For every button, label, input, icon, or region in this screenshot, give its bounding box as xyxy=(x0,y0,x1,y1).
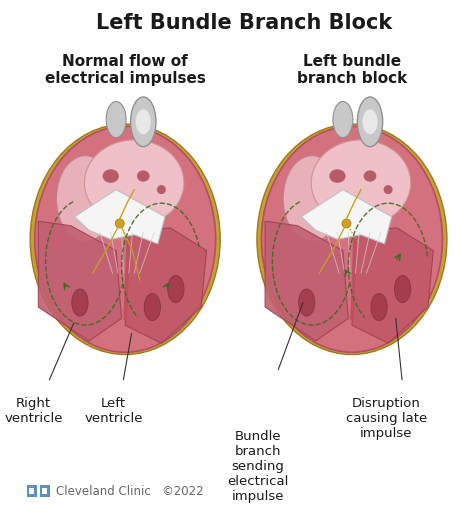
Text: Left
ventricle: Left ventricle xyxy=(84,397,143,425)
Ellipse shape xyxy=(262,126,442,352)
Ellipse shape xyxy=(157,185,166,194)
Ellipse shape xyxy=(363,109,378,134)
Ellipse shape xyxy=(115,219,124,228)
Polygon shape xyxy=(352,228,433,343)
Text: Right
ventricle: Right ventricle xyxy=(4,397,63,425)
Ellipse shape xyxy=(329,170,346,183)
Ellipse shape xyxy=(56,155,114,242)
Polygon shape xyxy=(125,228,207,343)
Ellipse shape xyxy=(333,101,353,138)
Ellipse shape xyxy=(35,126,216,352)
Ellipse shape xyxy=(257,124,447,355)
Ellipse shape xyxy=(299,289,315,316)
Text: Bundle
branch
sending
electrical
impulse: Bundle branch sending electrical impulse xyxy=(228,430,289,503)
Ellipse shape xyxy=(168,276,184,303)
Ellipse shape xyxy=(371,293,387,321)
Polygon shape xyxy=(265,221,348,341)
Ellipse shape xyxy=(137,171,150,181)
Ellipse shape xyxy=(72,289,88,316)
Ellipse shape xyxy=(84,140,184,226)
Ellipse shape xyxy=(311,140,411,226)
Ellipse shape xyxy=(102,170,119,183)
Bar xyxy=(42,488,47,494)
Ellipse shape xyxy=(114,191,121,198)
Bar xyxy=(29,488,34,494)
Bar xyxy=(27,485,37,497)
Ellipse shape xyxy=(357,97,383,147)
Text: Normal flow of
electrical impulses: Normal flow of electrical impulses xyxy=(45,54,206,86)
Polygon shape xyxy=(74,190,165,244)
Ellipse shape xyxy=(131,97,156,147)
Polygon shape xyxy=(301,190,392,244)
Ellipse shape xyxy=(106,101,126,138)
Ellipse shape xyxy=(144,293,161,321)
Ellipse shape xyxy=(136,109,151,134)
Ellipse shape xyxy=(30,124,220,355)
Text: Left Bundle Branch Block: Left Bundle Branch Block xyxy=(96,14,392,33)
Text: Left bundle
branch block: Left bundle branch block xyxy=(297,54,407,86)
Ellipse shape xyxy=(383,185,392,194)
Bar xyxy=(39,485,50,497)
Polygon shape xyxy=(38,221,121,341)
Ellipse shape xyxy=(364,171,376,181)
Ellipse shape xyxy=(283,155,341,242)
Ellipse shape xyxy=(341,191,348,198)
Ellipse shape xyxy=(394,276,411,303)
Text: Disruption
causing late
impulse: Disruption causing late impulse xyxy=(346,397,427,440)
Ellipse shape xyxy=(342,219,351,228)
Text: Cleveland Clinic   ©2022: Cleveland Clinic ©2022 xyxy=(56,485,204,498)
